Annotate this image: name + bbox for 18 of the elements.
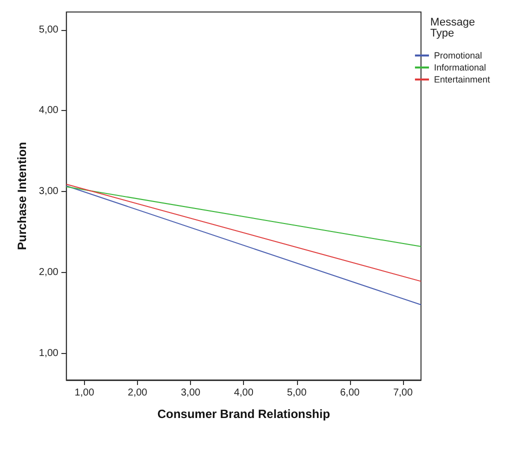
y-tick-label: 1,00 <box>38 348 59 359</box>
y-tick-label: 2,00 <box>38 266 59 278</box>
x-tick-label: 6,00 <box>340 388 360 398</box>
x-tick-label: 1,00 <box>74 388 95 398</box>
y-tick-label: 5,00 <box>38 24 59 36</box>
legend-label: Entertainment <box>434 74 490 84</box>
legend-label: Informational <box>434 62 486 72</box>
x-tick-label: 2,00 <box>128 388 148 398</box>
y-tick-label: 3,00 <box>38 186 59 198</box>
x-axis-title: Consumer Brand Relationship <box>157 407 330 421</box>
x-tick-label: 7,00 <box>393 388 414 398</box>
legend-title: Message Type <box>430 16 478 40</box>
legend-label: Promotional <box>434 50 482 60</box>
y-axis-title: Purchase Intention <box>15 142 29 250</box>
x-tick-label: 4,00 <box>234 388 254 398</box>
y-tick-label: 4,00 <box>38 105 59 116</box>
x-tick-label: 5,00 <box>287 388 307 398</box>
x-tick-label: 3,00 <box>180 388 201 398</box>
